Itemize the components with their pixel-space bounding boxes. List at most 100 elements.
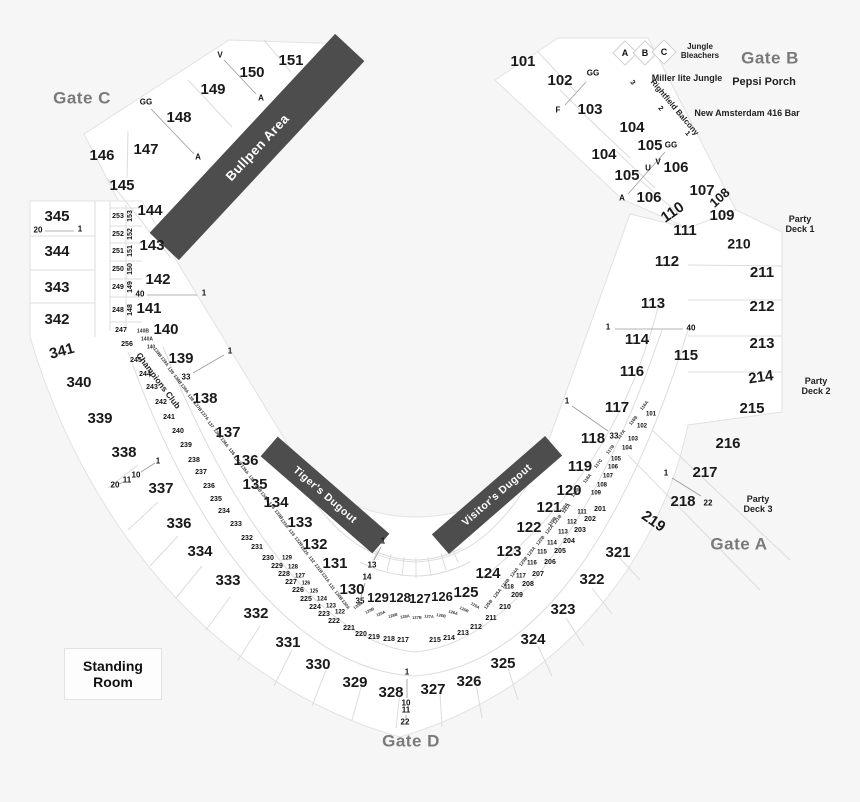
row-letter-v: V [217,50,223,60]
row-number-234: 234 [218,508,230,516]
section-211[interactable]: 211 [749,263,775,281]
section-137[interactable]: 137 [215,423,241,441]
section-102[interactable]: 102 [547,71,573,89]
section-339[interactable]: 339 [87,409,113,427]
section-117[interactable]: 117 [604,398,630,416]
section-111[interactable]: 111 [673,221,697,239]
section-106[interactable]: 106 [663,158,689,176]
section-115[interactable]: 115 [673,346,699,364]
section-210[interactable]: 210 [727,235,751,252]
section-324[interactable]: 324 [520,630,546,648]
section-218[interactable]: 218 [670,492,696,510]
section-107[interactable]: 107 [689,181,715,199]
section-112[interactable]: 112 [654,252,680,270]
section-130[interactable]: 130 [339,580,365,598]
section-151[interactable]: 151 [278,51,304,69]
section-116[interactable]: 116 [619,362,645,380]
section-330[interactable]: 330 [305,655,331,673]
section-323[interactable]: 323 [550,600,576,618]
section-120[interactable]: 120 [556,481,582,499]
standing-room-area[interactable]: Standing Room [64,648,162,700]
section-322[interactable]: 322 [579,570,605,588]
section-124[interactable]: 124 [475,564,501,582]
section-104[interactable]: 104 [591,145,617,163]
row-number-250: 250 [112,266,124,274]
section-326[interactable]: 326 [456,672,482,690]
section-147[interactable]: 147 [133,140,159,158]
section-344[interactable]: 344 [44,242,70,260]
tiny-code-129a: 129A [375,609,387,618]
section-334[interactable]: 334 [187,542,213,560]
section-113[interactable]: 113 [640,294,666,312]
section-143[interactable]: 143 [139,236,165,254]
section-332[interactable]: 332 [243,604,269,622]
section-126[interactable]: 126 [431,588,453,604]
section-129[interactable]: 129 [367,589,389,605]
section-128[interactable]: 128 [389,589,411,605]
section-338[interactable]: 338 [111,443,137,461]
section-329[interactable]: 329 [342,673,368,691]
section-119[interactable]: 119 [567,457,593,475]
section-131[interactable]: 131 [322,554,348,572]
section-139[interactable]: 139 [168,349,194,367]
area-label-miller-lite-jungle: Miller lite Jungle [651,73,723,84]
section-331[interactable]: 331 [275,633,301,651]
section-127[interactable]: 127 [409,590,431,606]
section-327[interactable]: 327 [420,680,446,698]
section-132[interactable]: 132 [302,535,328,553]
section-106[interactable]: 106 [636,188,662,206]
section-149[interactable]: 149 [200,80,226,98]
section-135[interactable]: 135 [242,475,268,493]
section-342[interactable]: 342 [44,310,70,328]
section-105[interactable]: 105 [614,166,640,184]
section-121[interactable]: 121 [536,498,562,516]
row-number-202: 202 [584,516,596,524]
section-336[interactable]: 336 [166,514,192,532]
section-101[interactable]: 101 [510,52,536,70]
section-142[interactable]: 142 [145,270,171,288]
section-123[interactable]: 123 [496,542,522,560]
section-343[interactable]: 343 [44,278,70,296]
section-136[interactable]: 136 [233,451,259,469]
section-214[interactable]: 214 [747,367,775,388]
section-341[interactable]: 341 [47,339,77,363]
section-114[interactable]: 114 [624,330,650,348]
row-number-1: 1 [380,536,386,546]
section-133[interactable]: 133 [287,513,313,531]
section-321[interactable]: 321 [605,543,631,561]
section-325[interactable]: 325 [490,654,516,672]
row-number-127: 127 [294,573,306,580]
section-337[interactable]: 337 [148,479,174,497]
tiny-code-125a: 125A [469,600,481,610]
section-219[interactable]: 219 [638,507,669,536]
section-122[interactable]: 122 [516,518,542,536]
section-141[interactable]: 141 [136,299,162,317]
row-number-1: 1 [605,322,611,332]
section-328[interactable]: 328 [378,683,404,701]
section-145[interactable]: 145 [109,176,135,194]
section-140[interactable]: 140 [153,320,179,338]
section-134[interactable]: 134 [263,493,289,511]
section-148[interactable]: 148 [166,108,192,126]
section-103[interactable]: 103 [577,100,603,118]
section-216[interactable]: 216 [715,434,741,452]
section-217[interactable]: 217 [692,463,718,481]
section-333[interactable]: 333 [215,571,241,589]
section-125[interactable]: 125 [453,583,479,601]
section-212[interactable]: 212 [749,297,775,315]
section-144[interactable]: 144 [137,201,163,219]
section-345[interactable]: 345 [44,207,70,225]
section-146[interactable]: 146 [89,146,115,164]
section-150[interactable]: 150 [239,63,265,81]
row-letter-a: A [258,93,264,103]
section-118[interactable]: 118 [580,429,606,447]
section-109[interactable]: 109 [709,206,735,224]
row-number-243: 243 [146,384,158,392]
row-number-223: 223 [318,611,330,619]
section-138[interactable]: 138 [192,389,218,407]
section-340[interactable]: 340 [66,373,92,391]
section-213[interactable]: 213 [749,334,775,352]
section-215[interactable]: 215 [739,399,765,417]
section-105[interactable]: 105 [637,136,663,154]
section-104[interactable]: 104 [619,118,645,136]
